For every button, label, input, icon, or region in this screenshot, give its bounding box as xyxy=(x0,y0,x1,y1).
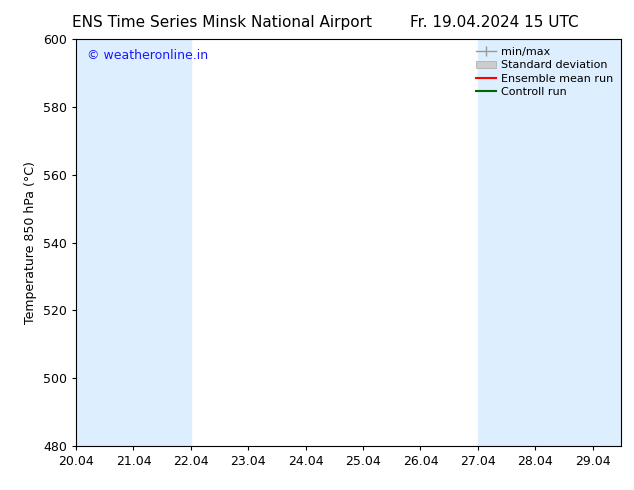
Bar xyxy=(478,39,535,446)
Text: Fr. 19.04.2024 15 UTC: Fr. 19.04.2024 15 UTC xyxy=(410,15,579,30)
Y-axis label: Temperature 850 hPa (°C): Temperature 850 hPa (°C) xyxy=(25,161,37,324)
Text: ENS Time Series Minsk National Airport: ENS Time Series Minsk National Airport xyxy=(72,15,372,30)
Bar xyxy=(593,39,621,446)
Text: © weatheronline.in: © weatheronline.in xyxy=(87,49,208,62)
Bar xyxy=(535,39,593,446)
Bar xyxy=(134,39,191,446)
Bar xyxy=(76,39,134,446)
Legend: min/max, Standard deviation, Ensemble mean run, Controll run: min/max, Standard deviation, Ensemble me… xyxy=(471,43,618,101)
